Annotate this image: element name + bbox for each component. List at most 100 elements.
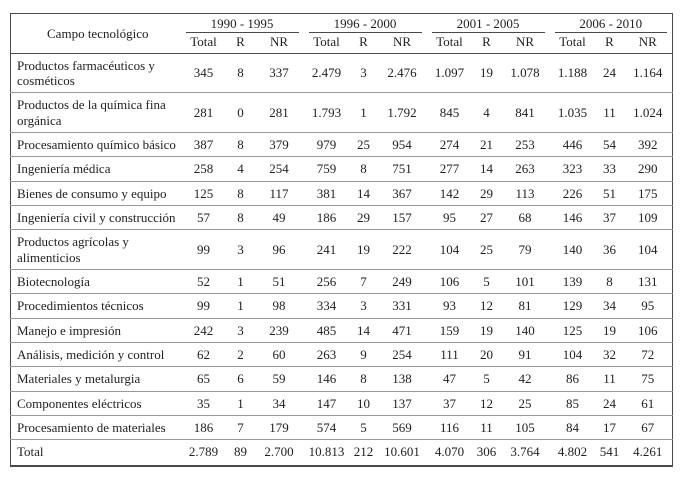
cell-value: 485 bbox=[303, 318, 350, 343]
cell-value: 54 bbox=[595, 132, 624, 158]
cell-value: 331 bbox=[377, 293, 427, 319]
cell-value: 37 bbox=[426, 391, 473, 416]
cell-value: 65 bbox=[180, 366, 227, 392]
cell-value: 34 bbox=[595, 293, 624, 319]
cell-value: 140 bbox=[549, 229, 596, 270]
cell-value: 116 bbox=[426, 415, 473, 441]
table-row: Materiales y metalurgia 65 6 59 146 8 138 47 5 42… bbox=[10, 366, 673, 392]
cell-value: 954 bbox=[377, 132, 427, 158]
cell-value: 81 bbox=[500, 293, 550, 319]
cell-value: 8 bbox=[226, 181, 255, 206]
cell-value: 1.793 bbox=[303, 92, 350, 133]
cell-value: 51 bbox=[254, 269, 304, 295]
cell-value: 91 bbox=[500, 342, 550, 368]
cell-value: 759 bbox=[303, 156, 350, 182]
cell-value: 0 bbox=[226, 92, 255, 133]
cell-value: 11 bbox=[595, 92, 624, 133]
period-header-row: Campo tecnológico 1990 - 1995 1996 - 200… bbox=[10, 13, 673, 54]
cell-value: 51 bbox=[595, 181, 624, 206]
cell-value: 258 bbox=[180, 156, 227, 182]
row-label: Productos farmacéuticos y cosméticos bbox=[10, 53, 181, 94]
cell-value: 142 bbox=[426, 181, 473, 206]
cell-value: 1 bbox=[226, 391, 255, 416]
cell-value: 574 bbox=[303, 415, 350, 441]
row-label: Procesamiento de materiales bbox=[10, 415, 181, 441]
cell-value: 57 bbox=[180, 205, 227, 231]
cell-value: 113 bbox=[500, 181, 550, 206]
cell-value: 11 bbox=[472, 415, 501, 441]
subheader-total: Total bbox=[549, 33, 596, 54]
cell-value: 6 bbox=[226, 366, 255, 392]
cell-value: 104 bbox=[549, 342, 596, 368]
row-label: Procedimientos técnicos bbox=[10, 293, 181, 319]
cell-value: 1.164 bbox=[623, 53, 673, 94]
technology-fields-table: Campo tecnológico 1990 - 1995 1996 - 200… bbox=[10, 13, 674, 467]
cell-value: 3 bbox=[349, 53, 378, 94]
subheader-nr: NR bbox=[623, 33, 673, 54]
cell-value: 96 bbox=[254, 229, 304, 270]
cell-value: 841 bbox=[500, 92, 550, 133]
cell-value: 263 bbox=[303, 342, 350, 368]
cell-value: 471 bbox=[377, 318, 427, 343]
table-body: Productos farmacéuticos y cosméticos 345 8… bbox=[10, 53, 673, 465]
cell-value: 263 bbox=[500, 156, 550, 182]
cell-value: 3 bbox=[226, 318, 255, 343]
cell-value: 99 bbox=[180, 293, 227, 319]
cell-value: 47 bbox=[426, 366, 473, 392]
table-row: Ingeniería médica 258 4 254 759 8 751 277 14 263 3… bbox=[10, 156, 673, 182]
cell-value: 25 bbox=[472, 229, 501, 270]
subheader-nr: NR bbox=[377, 33, 427, 54]
table-row: Procedimientos técnicos 99 1 98 334 3 331 93 12 8… bbox=[10, 293, 673, 319]
cell-value: 10 bbox=[349, 391, 378, 416]
cell-value: 139 bbox=[549, 269, 596, 295]
corner-header-campo-tecnologico: Campo tecnológico bbox=[10, 13, 181, 54]
cell-value: 1 bbox=[226, 269, 255, 295]
cell-value: 62 bbox=[180, 342, 227, 368]
subheader-total: Total bbox=[426, 33, 473, 54]
period-header-2006-2010: 2006 - 2010 bbox=[550, 14, 673, 34]
cell-value: 4 bbox=[226, 156, 255, 182]
table-row: Componentes eléctricos 35 1 34 147 10 137 37 12 2… bbox=[10, 391, 673, 416]
cell-value: 147 bbox=[303, 391, 350, 416]
cell-value: 8 bbox=[226, 205, 255, 231]
cell-value: 274 bbox=[426, 132, 473, 158]
cell-value: 367 bbox=[377, 181, 427, 206]
cell-value: 242 bbox=[180, 318, 227, 343]
cell-value: 12 bbox=[472, 391, 501, 416]
cell-value: 4.261 bbox=[633, 444, 663, 460]
cell-value: 277 bbox=[426, 156, 473, 182]
cell-value: 290 bbox=[623, 156, 673, 182]
cell-value: 5 bbox=[472, 269, 501, 295]
cell-value: 4.070 bbox=[434, 444, 465, 460]
cell-value: 379 bbox=[254, 132, 304, 158]
cell-value: 35 bbox=[180, 391, 227, 416]
cell-value: 84 bbox=[549, 415, 596, 441]
cell-value: 14 bbox=[349, 181, 378, 206]
cell-value: 125 bbox=[180, 181, 227, 206]
cell-value: 99 bbox=[180, 229, 227, 270]
cell-value: 24 bbox=[595, 53, 624, 94]
cell-value: 131 bbox=[623, 269, 673, 295]
cell-value: 19 bbox=[595, 318, 624, 343]
subheader-r: R bbox=[472, 33, 501, 54]
cell-value: 52 bbox=[180, 269, 227, 295]
cell-value: 140 bbox=[500, 318, 550, 343]
row-label: Bienes de consumo y equipo bbox=[10, 181, 181, 206]
cell-value: 95 bbox=[426, 205, 473, 231]
cell-value: 117 bbox=[254, 181, 304, 206]
cell-value: 239 bbox=[254, 318, 304, 343]
period-header-2001-2005: 2001 - 2005 bbox=[427, 14, 550, 34]
subheader-total: Total bbox=[303, 33, 350, 54]
cell-value: 8 bbox=[595, 269, 624, 295]
cell-value: 8 bbox=[226, 132, 255, 158]
cell-value: 12 bbox=[472, 293, 501, 319]
subheader-r: R bbox=[349, 33, 378, 54]
cell-value: 253 bbox=[500, 132, 550, 158]
cell-value: 179 bbox=[254, 415, 304, 441]
cell-value: 146 bbox=[303, 366, 350, 392]
cell-value: 254 bbox=[254, 156, 304, 182]
table-row: Bienes de consumo y equipo 125 8 117 381 14 36… bbox=[10, 181, 673, 206]
cell-value: 59 bbox=[254, 366, 304, 392]
cell-value: 60 bbox=[254, 342, 304, 368]
cell-value: 2 bbox=[226, 342, 255, 368]
